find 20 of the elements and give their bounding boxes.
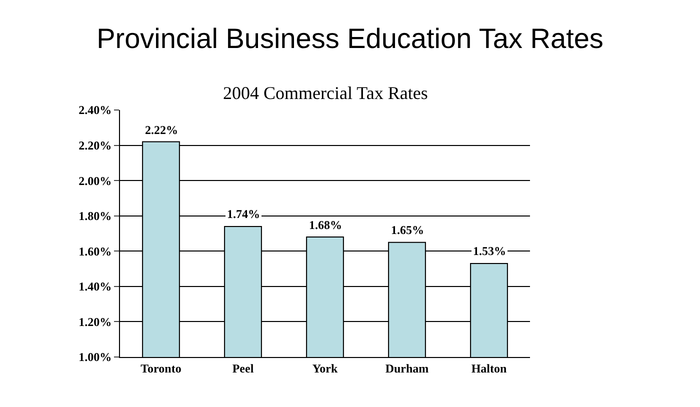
x-tick-label: Toronto	[140, 361, 182, 376]
data-label: 1.53%	[473, 244, 506, 258]
y-tick-label: 1.60%	[78, 244, 112, 258]
x-tick-label: Peel	[232, 361, 254, 376]
chart-title: Provincial Business Education Tax Rates	[96, 23, 604, 54]
y-tick-label: 2.00%	[78, 174, 112, 188]
y-tick-label: 1.40%	[78, 280, 112, 294]
data-label: 1.74%	[227, 207, 260, 221]
chart-subtitle: 2004 Commercial Tax Rates	[223, 83, 428, 103]
data-label: 2.22%	[145, 123, 178, 137]
x-tick-label: Durham	[385, 361, 429, 376]
y-tick-label: 1.80%	[78, 209, 112, 224]
y-tick-label: 2.40%	[78, 103, 112, 118]
x-tick-label: York	[312, 361, 338, 376]
y-tick-label: 2.20%	[78, 138, 112, 152]
data-label: 1.68%	[309, 218, 342, 232]
y-tick-label: 1.20%	[78, 314, 112, 329]
data-label: 1.65%	[391, 223, 424, 237]
y-tick-label: 1.00%	[78, 350, 112, 364]
x-tick-label: Halton	[471, 361, 507, 376]
